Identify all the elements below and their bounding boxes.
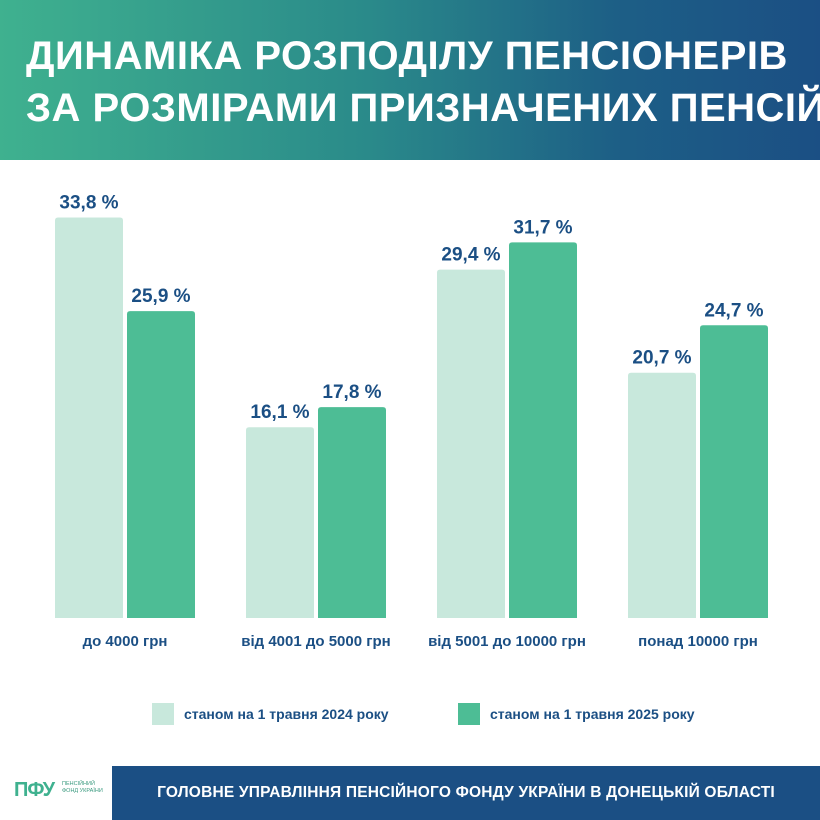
category-label-3: понад 10000 грн [638, 633, 758, 650]
data-label-2024-0: 33,8 % [59, 192, 118, 213]
bar-2024-2 [437, 269, 505, 618]
bar-chart: 33,8 % 25,9 % до 4000 грн 16,1 % 17,8 % від 4… [55, 192, 768, 650]
category-label-2: від 5001 до 10000 грн [428, 633, 586, 650]
bar-2024-3 [628, 372, 696, 618]
bar-2024-0 [55, 217, 123, 618]
legend-swatch-2024 [152, 703, 174, 725]
category-label-1: від 4001 до 5000 грн [241, 633, 390, 650]
title-line-2: ЗА РОЗМІРАМИ ПРИЗНАЧЕНИХ ПЕНСІЙ [26, 86, 820, 130]
bar-2025-0 [127, 311, 195, 618]
legend-item-2025: станом на 1 травня 2025 року [458, 703, 695, 725]
bar-2025-3 [700, 325, 768, 618]
title-line-1: ДИНАМІКА РОЗПОДІЛУ ПЕНСІОНЕРІВ [26, 34, 788, 78]
header-banner: ДИНАМІКА РОЗПОДІЛУ ПЕНСІОНЕРІВ ЗА РОЗМІР… [0, 0, 820, 160]
footer-bar: ГОЛОВНЕ УПРАВЛІННЯ ПЕНСІЙНОГО ФОНДУ УКРА… [112, 766, 820, 820]
footer-org-name: ГОЛОВНЕ УПРАВЛІННЯ ПЕНСІЙНОГО ФОНДУ УКРА… [157, 784, 775, 801]
data-label-2025-3: 24,7 % [704, 300, 763, 321]
data-label-2025-0: 25,9 % [131, 286, 190, 307]
bar-2024-1 [246, 427, 314, 618]
bar-2025-2 [509, 242, 577, 618]
pfu-logo: ПФУ ПЕНСІЙНИЙ ФОНД УКРАЇНИ [14, 775, 104, 815]
data-label-2024-2: 29,4 % [441, 245, 500, 266]
data-label-2025-2: 31,7 % [513, 217, 572, 238]
legend-item-2024: станом на 1 травня 2024 року [152, 703, 389, 725]
data-label-2024-1: 16,1 % [250, 402, 309, 423]
legend-swatch-2025 [458, 703, 480, 725]
legend-label-2025: станом на 1 травня 2025 року [490, 706, 695, 722]
data-label-2025-1: 17,8 % [322, 382, 381, 403]
logo-mark: ПФУ [14, 779, 55, 801]
logo-text: ПЕНСІЙНИЙ ФОНД УКРАЇНИ [62, 781, 103, 794]
bar-2025-1 [318, 407, 386, 618]
data-label-2024-3: 20,7 % [632, 348, 691, 369]
legend-label-2024: станом на 1 травня 2024 року [184, 706, 389, 722]
category-label-0: до 4000 грн [83, 633, 168, 650]
